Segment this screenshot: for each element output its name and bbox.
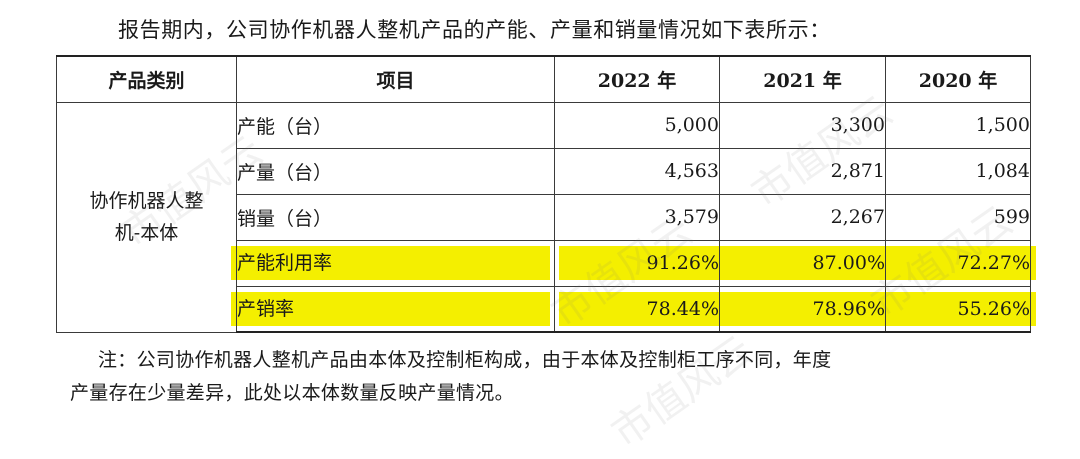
category-line-1: 协作机器人整 (89, 190, 204, 212)
footnote: 注：公司协作机器人整机产品由本体及控制柜构成，由于本体及控制柜工序不同，年度 产… (70, 344, 1030, 410)
highlight-mark: 产能利用率 (231, 246, 550, 280)
highlight-mark: 55.26% (890, 291, 1036, 326)
cell-2022: 3,579 (554, 193, 720, 241)
header-2020: 2020 年 (885, 55, 1031, 103)
footnote-line-1: 注：公司协作机器人整机产品由本体及控制柜构成，由于本体及控制柜工序不同，年度 (98, 349, 832, 371)
cell-2022: 4,563 (554, 147, 720, 195)
header-2022: 2022 年 (554, 55, 720, 103)
table-row: 销量（台） 3,579 2,267 599 (57, 193, 1031, 241)
capacity-table: 产品类别 项目 2022 年 2021 年 2020 年 协作机器人整 机-本体… (56, 55, 1036, 333)
highlight-mark: 78.44% (559, 291, 725, 326)
cell-2020: 1,500 (885, 101, 1031, 149)
table-row: 产量（台） 4,563 2,871 1,084 (57, 147, 1031, 195)
category-line-2: 机-本体 (114, 222, 179, 244)
cell-2022: 5,000 (554, 101, 720, 149)
highlight-mark: 72.27% (890, 246, 1036, 280)
footnote-line-2: 产量存在少量差异，此处以本体数量反映产量情况。 (70, 382, 514, 404)
cell-2021: 2,267 (719, 193, 886, 241)
cell-2020: 599 (885, 193, 1031, 241)
highlight-mark: 91.26% (559, 246, 725, 280)
cell-2020: 72.27% (885, 239, 1036, 287)
cell-2022: 91.26% (554, 239, 725, 287)
cell-2022: 78.44% (554, 285, 725, 333)
table-header-row: 产品类别 项目 2022 年 2021 年 2020 年 (56, 55, 1031, 103)
table-row-highlighted: 产能利用率 91.26% 87.00% 72.27% (57, 239, 1036, 287)
header-item: 项目 (236, 55, 555, 103)
highlight-mark: 78.96% (724, 291, 891, 326)
cell-2020: 1,084 (885, 147, 1031, 195)
category-cell: 协作机器人整 机-本体 (56, 101, 237, 333)
cell-2021: 87.00% (719, 239, 891, 287)
row-item: 产能（台） (236, 101, 555, 149)
table-row: 协作机器人整 机-本体 产能（台） 5,000 3,300 1,500 (56, 101, 1031, 333)
row-item: 销量（台） (236, 193, 555, 241)
cell-2021: 3,300 (719, 101, 886, 149)
row-item: 产销率 (231, 285, 555, 333)
cell-2021: 78.96% (719, 285, 891, 333)
highlight-mark: 产销率 (231, 291, 550, 326)
header-2021: 2021 年 (719, 55, 886, 103)
row-item: 产量（台） (236, 147, 555, 195)
header-category: 产品类别 (56, 55, 237, 103)
table-row-highlighted: 产销率 78.44% 78.96% 55.26% (57, 285, 1036, 333)
row-item: 产能利用率 (231, 239, 555, 287)
highlight-mark: 87.00% (724, 246, 891, 280)
intro-paragraph: 报告期内，公司协作机器人整机产品的产能、产量和销量情况如下表所示： (118, 18, 831, 42)
cell-2020: 55.26% (885, 285, 1036, 333)
cell-2021: 2,871 (719, 147, 886, 195)
